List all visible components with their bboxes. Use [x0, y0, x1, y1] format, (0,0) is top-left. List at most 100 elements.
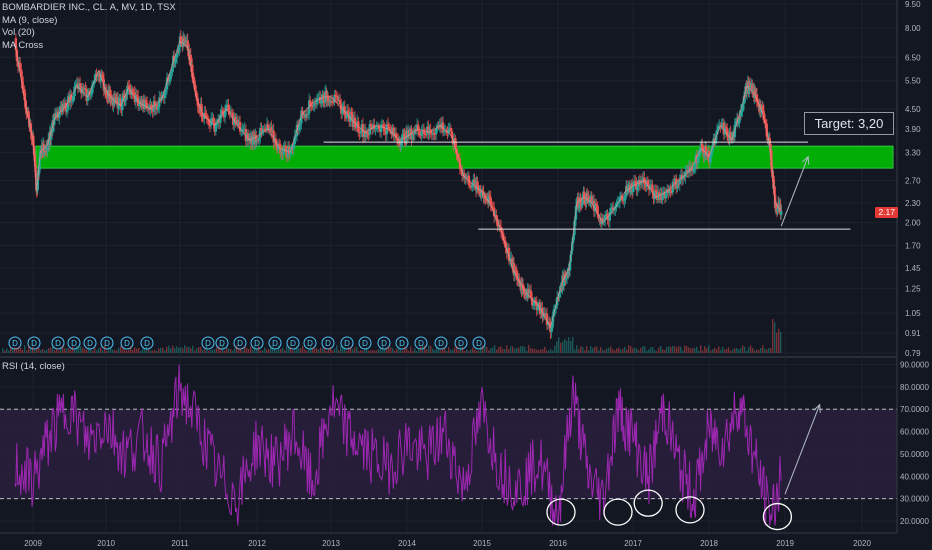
candle [113, 97, 117, 104]
volume-bar [246, 347, 248, 353]
volume-bar [114, 349, 116, 353]
dividend-marker[interactable] [120, 336, 134, 350]
volume-bar [356, 346, 358, 353]
dividend-marker-label: D [144, 339, 150, 348]
volume-bar [400, 349, 402, 353]
ma-line[interactable] [14, 40, 782, 329]
candle [365, 131, 368, 138]
drawings[interactable] [323, 141, 851, 531]
dividend-marker[interactable] [100, 336, 114, 350]
price-tick-label: 8.00 [905, 24, 921, 33]
time-axis[interactable]: 2009 2010 2011 2012 2013 2014 2015 2016 2017 2018… [0, 532, 897, 548]
dividend-marker[interactable] [140, 336, 154, 350]
dividend-marker-label: D [458, 339, 464, 348]
dividend-marker[interactable] [286, 336, 300, 350]
candle [678, 179, 681, 185]
oversold-circle[interactable] [603, 498, 633, 526]
dividend-marker[interactable] [215, 336, 229, 350]
volume-bar [66, 348, 68, 353]
support-zone[interactable] [35, 145, 894, 169]
candle [330, 100, 334, 103]
candle [533, 300, 536, 305]
candle [382, 124, 385, 129]
support-zone-rect[interactable] [35, 145, 894, 169]
dividend-marker[interactable] [8, 336, 22, 350]
dividend-marker[interactable] [414, 336, 428, 350]
volume-bar [228, 348, 230, 353]
rsi-title[interactable]: RSI (14, close) [2, 361, 65, 372]
candle [558, 292, 561, 298]
volume-bar [418, 348, 420, 353]
rsi-target-arrow[interactable] [784, 404, 821, 495]
dividend-marker[interactable] [377, 336, 391, 350]
dividend-marker-label: D [418, 339, 424, 348]
dividend-marker[interactable] [303, 336, 317, 350]
candle [101, 75, 105, 80]
volume-bar [258, 346, 260, 353]
oversold-circle[interactable] [675, 496, 705, 524]
target-label[interactable]: Target: 3,20 [804, 112, 894, 135]
dividend-marker[interactable] [434, 336, 448, 350]
volume-bar [730, 350, 732, 353]
dividend-marker[interactable] [454, 336, 468, 350]
candle [30, 131, 33, 140]
dividend-marker[interactable] [83, 336, 97, 350]
indicator-vol[interactable]: Vol (20) [2, 27, 35, 38]
candle [675, 178, 678, 189]
indicator-ma-cross[interactable]: MA Cross [2, 39, 44, 51]
volume-bar [154, 349, 156, 353]
volume-bar [516, 347, 518, 353]
dividend-marker-label: D [104, 339, 110, 348]
dividend-marker[interactable] [268, 336, 282, 350]
candle [580, 203, 583, 205]
volume-bar [688, 347, 690, 353]
volume-bar [378, 349, 380, 353]
volume-bar [662, 349, 664, 353]
dividend-marker[interactable] [358, 336, 372, 350]
candle [646, 180, 650, 185]
dividend-marker-label: D [290, 339, 296, 348]
dividend-marker[interactable] [27, 336, 41, 350]
volume-bar [698, 350, 700, 353]
candle [338, 100, 342, 105]
rsi-series[interactable] [14, 364, 782, 526]
dividend-marker[interactable] [250, 336, 264, 350]
candle [336, 96, 340, 101]
candle [762, 111, 765, 120]
volume-bar [224, 350, 226, 353]
dividend-marker[interactable] [340, 336, 354, 350]
volume-bar [684, 345, 686, 353]
candle [735, 121, 738, 123]
volume-bar [376, 350, 378, 353]
price-series[interactable] [14, 30, 783, 339]
time-tick-label: 2010 [97, 539, 115, 548]
candle [322, 94, 325, 103]
rsi-line[interactable] [14, 364, 782, 526]
candle [22, 88, 25, 90]
candle [201, 115, 204, 119]
dividend-marker[interactable] [201, 336, 215, 350]
volume-bar [42, 348, 44, 353]
dividend-marker[interactable] [321, 336, 335, 350]
volume-bar [76, 345, 78, 353]
oversold-circle[interactable] [546, 498, 576, 526]
volume-bar [410, 346, 412, 353]
candle [350, 112, 353, 115]
dividend-marker[interactable] [395, 336, 409, 350]
target-arrow[interactable] [780, 156, 809, 227]
dividend-marker[interactable] [67, 336, 81, 350]
oversold-circle[interactable] [762, 502, 793, 531]
volume-bar [58, 350, 60, 353]
dividend-marker[interactable] [472, 336, 486, 350]
volume-bar [776, 332, 778, 353]
dividend-marker[interactable] [233, 336, 247, 350]
candle [681, 175, 685, 180]
volume-bar [692, 348, 694, 353]
indicator-ma[interactable]: MA (9, close) [2, 14, 58, 26]
price-axis[interactable]: 9.50 8.00 6.50 5.50 4.50 3.90 3.30 2.70 2.30 2.00… [896, 0, 932, 550]
oversold-circle[interactable] [633, 489, 663, 517]
volume-bar [18, 346, 20, 353]
dividend-marker[interactable] [51, 336, 65, 350]
